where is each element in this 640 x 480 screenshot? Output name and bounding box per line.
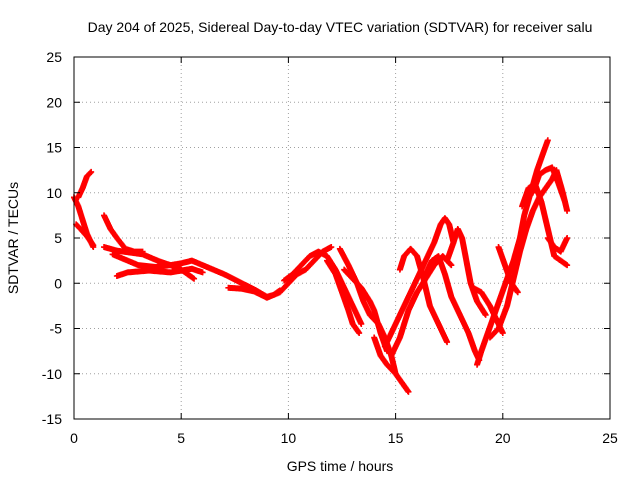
series-markers — [323, 257, 363, 337]
x-tick-labels: 0 5 10 15 20 25 — [70, 430, 618, 446]
y-tick-label: 15 — [46, 140, 62, 156]
grid-lines — [74, 57, 610, 419]
y-tick-label: -10 — [42, 366, 62, 382]
series-markers — [529, 164, 568, 205]
series-early-b — [73, 221, 97, 249]
series-markers — [495, 244, 521, 296]
series-recover-c — [396, 245, 451, 346]
y-tick-label: 10 — [46, 185, 62, 201]
series-early-c — [75, 168, 95, 201]
x-tick-label: 20 — [495, 430, 511, 446]
series-afternoon-c — [341, 266, 391, 355]
series-markers — [544, 235, 571, 255]
y-axis-label: SDTVAR / TECUs — [5, 182, 21, 294]
y-tick-label: 5 — [54, 230, 62, 246]
series-morning-4 — [113, 265, 206, 280]
series-markers — [113, 265, 206, 280]
series-afternoon-a — [323, 257, 363, 337]
y-tick-label: 25 — [46, 49, 62, 65]
series-late-d — [495, 244, 521, 296]
y-tick-labels: -15 -10 -5 0 5 10 15 20 25 — [42, 49, 62, 427]
series-markers — [73, 221, 97, 249]
y-tick-label: -5 — [50, 321, 63, 337]
x-tick-label: 15 — [388, 430, 404, 446]
series-late-f — [529, 164, 568, 205]
y-tick-label: 20 — [46, 94, 62, 110]
series-markers — [75, 168, 95, 201]
x-axis-label: GPS time / hours — [287, 458, 394, 474]
series-dip — [371, 334, 412, 395]
data-points — [71, 137, 571, 395]
series-markers — [422, 253, 483, 364]
series-late-g — [544, 235, 571, 255]
series-recover — [381, 215, 457, 350]
y-tick-label: 0 — [54, 275, 62, 291]
y-tick-label: -15 — [42, 411, 62, 427]
x-tick-label: 25 — [602, 430, 618, 446]
axis-ticks — [73, 56, 611, 420]
chart-title: Day 204 of 2025, Sidereal Day-to-day VTE… — [88, 19, 593, 35]
series-markers — [371, 334, 412, 395]
series-markers — [381, 215, 457, 350]
series-markers — [396, 245, 451, 346]
series-recover-d — [422, 253, 483, 364]
x-tick-label: 0 — [70, 430, 78, 446]
x-tick-label: 10 — [281, 430, 297, 446]
x-tick-label: 5 — [177, 430, 185, 446]
series-markers — [341, 266, 391, 355]
